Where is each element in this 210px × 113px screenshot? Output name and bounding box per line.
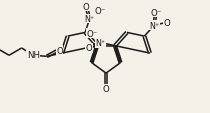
Text: O: O [163, 19, 170, 28]
Text: O⁻: O⁻ [94, 7, 106, 16]
Text: O: O [85, 44, 92, 53]
Text: N⁺: N⁺ [85, 15, 95, 24]
Text: O⁻: O⁻ [150, 9, 161, 18]
Text: O: O [103, 84, 109, 93]
Text: O: O [56, 46, 63, 55]
Text: O: O [83, 3, 89, 12]
Text: N⁺: N⁺ [149, 22, 159, 31]
Text: O⁻: O⁻ [86, 29, 97, 38]
Text: N⁺: N⁺ [96, 39, 106, 48]
Text: NH: NH [27, 51, 40, 60]
